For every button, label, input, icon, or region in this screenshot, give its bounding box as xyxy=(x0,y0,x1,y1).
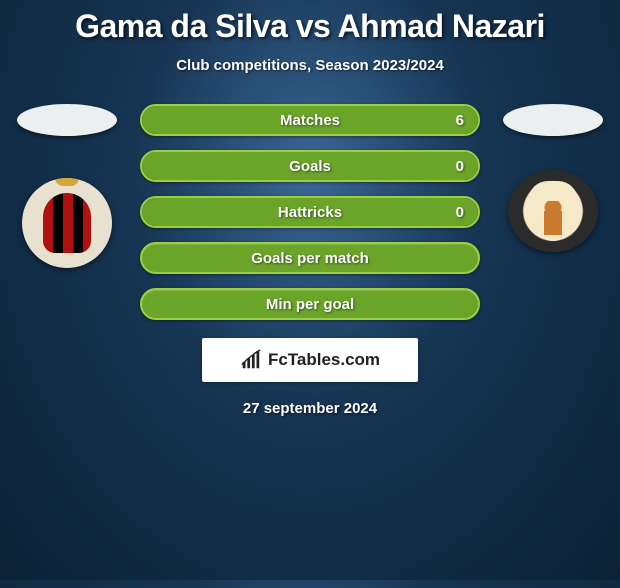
stat-value-right: 6 xyxy=(456,112,464,129)
comparison-panel: Matches 6 Goals 0 Hattricks 0 Goals per match M… xyxy=(0,104,620,320)
stat-bar: Goals 0 xyxy=(140,150,480,182)
left-player-column xyxy=(12,104,122,268)
club-badge-right xyxy=(508,170,598,252)
stats-list: Matches 6 Goals 0 Hattricks 0 Goals per match M… xyxy=(140,104,480,320)
stat-label: Min per goal xyxy=(266,296,354,313)
stat-label: Hattricks xyxy=(278,204,342,221)
stat-bar: Matches 6 xyxy=(140,104,480,136)
club-badge-left xyxy=(22,178,112,268)
brand-text: FcTables.com xyxy=(268,350,380,370)
right-player-column xyxy=(498,104,608,252)
page-title: Gama da Silva vs Ahmad Nazari xyxy=(0,8,620,45)
stat-bar: Min per goal xyxy=(140,288,480,320)
player-photo-placeholder-right xyxy=(503,104,603,136)
stat-value-right: 0 xyxy=(456,158,464,175)
stat-label: Matches xyxy=(280,112,340,129)
page-subtitle: Club competitions, Season 2023/2024 xyxy=(0,57,620,74)
stat-label: Goals xyxy=(289,158,331,175)
stat-bar: Goals per match xyxy=(140,242,480,274)
stat-value-right: 0 xyxy=(456,204,464,221)
brand-chart-icon xyxy=(240,349,262,371)
stat-bar: Hattricks 0 xyxy=(140,196,480,228)
generation-date: 27 september 2024 xyxy=(0,400,620,417)
brand-watermark: FcTables.com xyxy=(202,338,418,382)
stat-label: Goals per match xyxy=(251,250,369,267)
player-photo-placeholder-left xyxy=(17,104,117,136)
